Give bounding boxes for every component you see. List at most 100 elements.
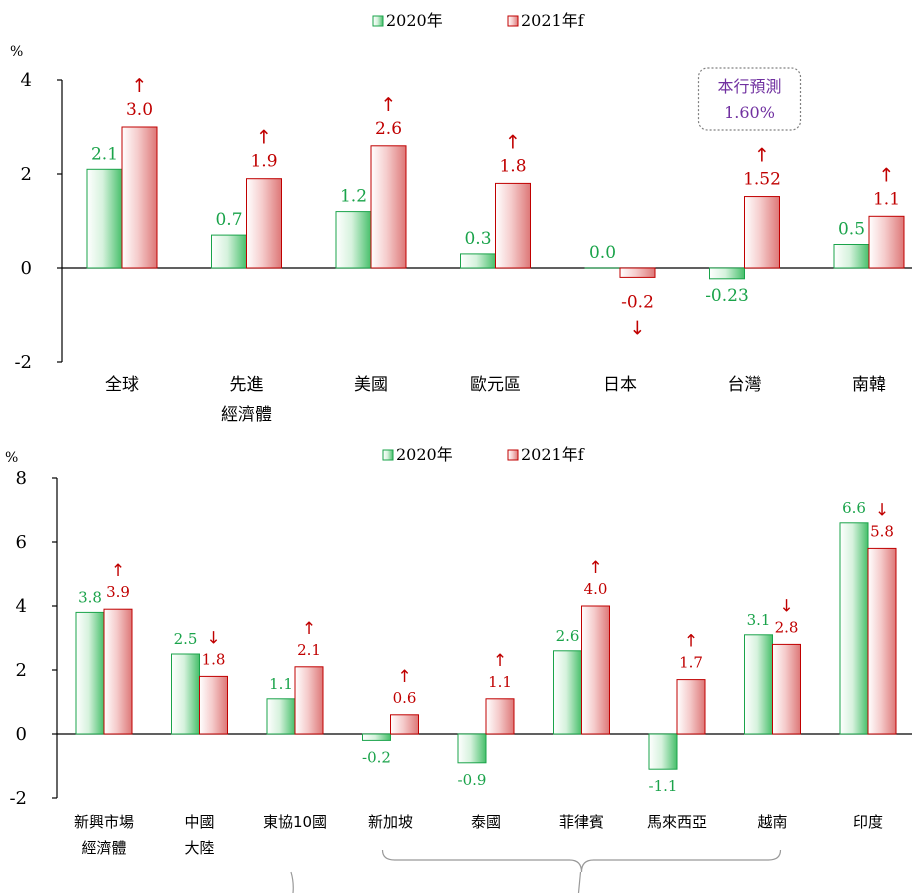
bar-2020 [362,733,391,741]
data-label-2021f: 1.8 [202,650,226,668]
data-label-2020: 2.5 [174,630,198,648]
y-tick-label: 2 [16,660,27,681]
data-label-2021f: 1.8 [499,156,526,176]
bar-2021f [581,605,610,735]
bar-2020 [553,650,582,735]
bar-2020 [86,168,123,269]
data-label-2020: 3.8 [78,588,102,606]
data-label-2020: 6.6 [842,499,866,517]
up-arrow-icon: ↑ [302,619,316,639]
legend-label-1: 2020年 [386,11,443,30]
data-label-2021f: 5.8 [870,522,894,540]
annotation-box [697,67,802,131]
data-label-2020: 3.1 [747,611,771,629]
data-label-2020: 2.1 [91,144,118,164]
data-label-2021f: 4.0 [584,580,608,598]
bar-2020 [335,211,372,269]
x-tick-label: 馬來西亞 [647,813,707,831]
bar-2021f [294,666,324,735]
up-arrow-icon: ↑ [111,561,125,581]
up-arrow-icon: ↑ [588,558,602,578]
x-tick-label: 東協10國 [263,813,327,831]
down-arrow-icon: ↓ [779,596,793,616]
y-tick-label: 0 [16,724,27,745]
x-tick-label: 台灣 [728,375,762,395]
x-tick-label: 菲律賓 [559,813,604,831]
bar-2020 [75,611,105,735]
bar-2021f [199,675,228,735]
bar-2020 [460,253,496,269]
y-tick-label: 4 [16,596,27,617]
bar-2021f [744,196,780,269]
bar-2021f [495,182,531,269]
data-label-2020: 0.5 [838,220,865,240]
data-label-2021f: 1.52 [743,170,781,190]
annotation-title: 本行預測 [717,77,781,96]
x-tick-label: 泰國 [471,813,501,831]
bar-2021f [246,178,282,269]
up-arrow-icon: ↑ [879,164,895,186]
bar-2021f [867,547,897,735]
y-tick-label: 8 [16,468,27,489]
data-label-2020: 0.7 [215,210,242,230]
data-label-2020: -0.2 [362,748,391,766]
data-label-2021f: 1.1 [488,673,512,691]
bracket-pointer-line [577,871,582,893]
down-arrow-icon: ↓ [206,628,220,648]
data-label-2021f: 2.6 [375,119,402,139]
x-tick-label: 先進經濟體 [221,375,272,425]
x-tick-label: 全球 [105,375,139,395]
legend-label-2: 2021年f [521,11,585,30]
legend-label-2: 2021年f [521,445,585,464]
bar-2020 [839,522,869,735]
data-label-2021f: -0.2 [621,292,654,312]
y-tick-label: 2 [21,164,32,185]
bar-2021f [772,643,801,735]
x-tick-label: 南韓 [852,375,886,395]
x-tick-label: 日本 [603,375,637,395]
data-label-2020: -0.9 [458,771,487,789]
bar-2020 [648,733,678,770]
bar-2021f [103,608,133,735]
bar-2021f [868,215,905,269]
data-label-2021f: 1.9 [250,152,277,172]
bar-2020 [744,634,773,735]
up-arrow-icon: ↑ [684,632,698,652]
bar-2021f [370,145,407,269]
x-tick-label: 越南 [757,813,787,831]
legend-swatch-2 [507,15,519,27]
x-tick-label: 美國 [354,375,388,395]
up-arrow-icon: ↑ [256,127,272,149]
chart-2: 2020年 2021年f% -2 0 2 4 6 8 3.8 3.9 ↑ 新興市場經濟體 2.51.8 ↓… [5,445,912,893]
y-unit-label: % [10,44,23,60]
data-label-2020: -0.23 [705,286,749,306]
y-tick-label: 4 [21,70,32,91]
data-label-2020: 2.6 [556,627,580,645]
x-tick-label: 中國大陸 [184,813,214,857]
annotation-value: 1.60% [724,103,775,122]
bar-2020 [833,244,870,269]
up-arrow-icon: ↑ [397,667,411,687]
bar-2021f [390,714,419,735]
data-label-2020: 1.1 [269,675,293,693]
data-label-2020: 0.3 [464,229,491,249]
y-tick-label: -2 [9,788,27,809]
data-label-2021f: 2.1 [297,641,321,659]
y-tick-label: -2 [14,352,32,373]
down-arrow-icon: ↓ [875,500,889,520]
data-label-2020: 1.2 [340,187,367,207]
down-arrow-icon: ↓ [630,317,646,339]
legend-swatch-1 [372,15,384,27]
bar-2020 [709,267,745,280]
data-label-2021f: 1.7 [679,654,703,672]
legend-label-1: 2020年 [396,445,453,464]
legend-swatch-2 [507,449,519,461]
group-bracket [381,849,782,873]
bar-2020 [457,733,487,764]
y-unit-label: % [5,450,18,466]
legend-swatch-1 [382,449,394,461]
up-arrow-icon: ↑ [493,651,507,671]
up-arrow-icon: ↑ [754,145,770,167]
y-tick-label: 0 [21,258,32,279]
